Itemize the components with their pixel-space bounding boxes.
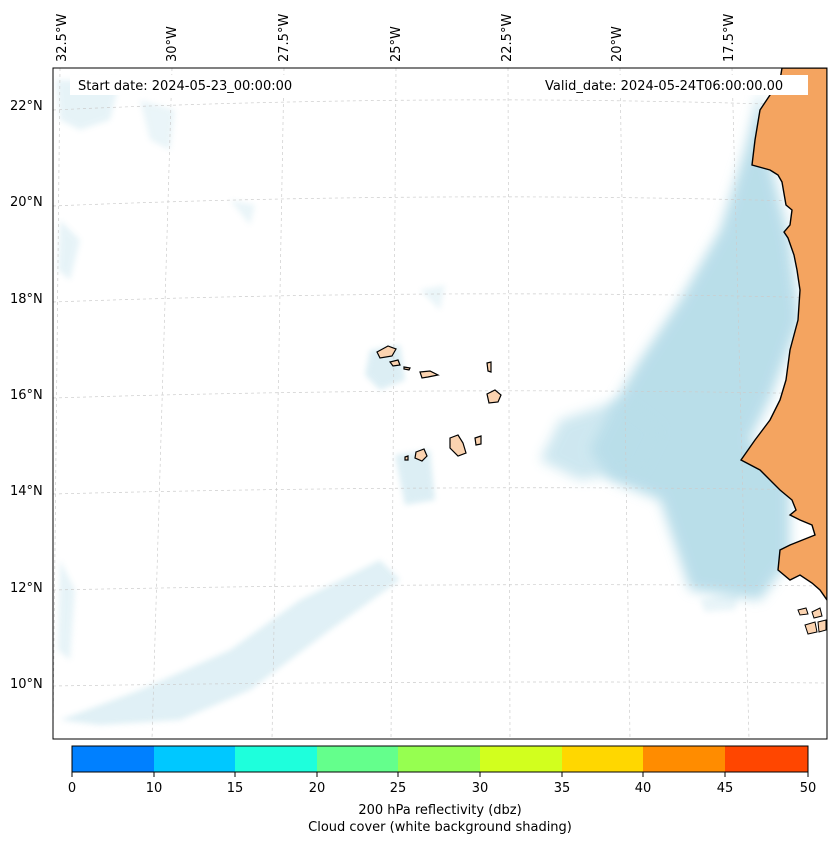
island-santo-antao xyxy=(376,345,397,359)
island-fogo xyxy=(414,448,428,462)
colorbar-tick-label: 10 xyxy=(146,781,163,796)
longitude-labels: 32.5°W 30°W 27.5°W 25°W 22.5°W 20°W 17.5… xyxy=(55,14,737,62)
colorbar-segment xyxy=(72,746,154,772)
start-date-bg xyxy=(70,75,318,95)
island-boa-vista xyxy=(486,389,502,404)
latitude-labels: 22°N 20°N 18°N 16°N 14°N 12°N 10°N xyxy=(10,99,43,692)
valid-date-bg xyxy=(538,75,808,95)
lat-label: 20°N xyxy=(10,195,43,210)
cloud-streak-west xyxy=(56,80,120,660)
colorbar-tick-label: 15 xyxy=(227,781,244,796)
map-panel xyxy=(53,68,827,739)
island-santa-luzia xyxy=(403,366,411,371)
lon-label: 17.5°W xyxy=(722,14,737,62)
cloud-cover-layer xyxy=(56,80,800,725)
colorbar-tick-label: 35 xyxy=(554,781,571,796)
colorbar-tick-labels: 0 10 15 20 25 30 35 40 45 50 xyxy=(68,781,816,796)
island-brava xyxy=(404,455,409,461)
cloud-streak-south xyxy=(60,560,400,725)
lon-label: 20°W xyxy=(610,26,625,62)
colorbar-segment xyxy=(480,746,562,772)
colorbar-tick-label: 0 xyxy=(68,781,76,796)
lat-label: 12°N xyxy=(10,581,43,596)
colorbar-tick-label: 30 xyxy=(472,781,489,796)
lat-label: 16°N xyxy=(10,388,43,403)
start-date-label: Start date: 2024-05-23_00:00:00 xyxy=(78,79,292,94)
lon-label: 27.5°W xyxy=(277,14,292,62)
colorbar-segment xyxy=(398,746,480,772)
colorbar-tick-label: 40 xyxy=(635,781,652,796)
gridlines xyxy=(53,68,827,739)
colorbar: 0 10 15 20 25 30 35 40 45 50 200 hPa ref… xyxy=(68,745,816,835)
colorbar-segments xyxy=(72,746,808,772)
lat-label: 18°N xyxy=(10,292,43,307)
colorbar-tick-label: 50 xyxy=(800,781,817,796)
island-sao-nicolau xyxy=(419,370,440,379)
bijagos-islands xyxy=(797,607,827,635)
lon-label: 32.5°W xyxy=(55,14,70,62)
colorbar-segment xyxy=(154,746,235,772)
map-frame xyxy=(52,67,828,740)
cape-verde-islands xyxy=(376,345,502,462)
colorbar-tick-label: 20 xyxy=(309,781,326,796)
colorbar-subtitle: Cloud cover (white background shading) xyxy=(308,820,572,835)
cloud-patch-islands xyxy=(365,345,435,505)
colorbar-tick-label: 45 xyxy=(717,781,734,796)
lon-label: 22.5°W xyxy=(500,14,515,62)
lon-label: 30°W xyxy=(165,26,180,62)
valid-date-label: Valid_date: 2024-05-24T06:00:00.00 xyxy=(545,79,783,94)
lat-label: 10°N xyxy=(10,677,43,692)
lon-label: 25°W xyxy=(389,26,404,62)
island-maio xyxy=(474,435,482,446)
colorbar-segment xyxy=(235,746,317,772)
island-sal xyxy=(486,361,492,373)
colorbar-segment xyxy=(725,746,808,772)
island-santiago xyxy=(449,434,467,457)
colorbar-segment xyxy=(562,746,643,772)
lat-label: 22°N xyxy=(10,99,43,114)
lat-label: 14°N xyxy=(10,484,43,499)
colorbar-segment xyxy=(643,746,725,772)
africa-landmass xyxy=(739,68,827,602)
colorbar-title: 200 hPa reflectivity (dbz) xyxy=(358,803,521,818)
cloud-band-plume xyxy=(540,400,660,480)
island-sao-vicente xyxy=(388,359,401,367)
colorbar-segment xyxy=(317,746,398,772)
cloud-band-coastal xyxy=(590,90,800,600)
colorbar-tick-label: 25 xyxy=(390,781,407,796)
colorbar-frame xyxy=(71,745,809,773)
colorbar-ticks xyxy=(71,772,809,777)
